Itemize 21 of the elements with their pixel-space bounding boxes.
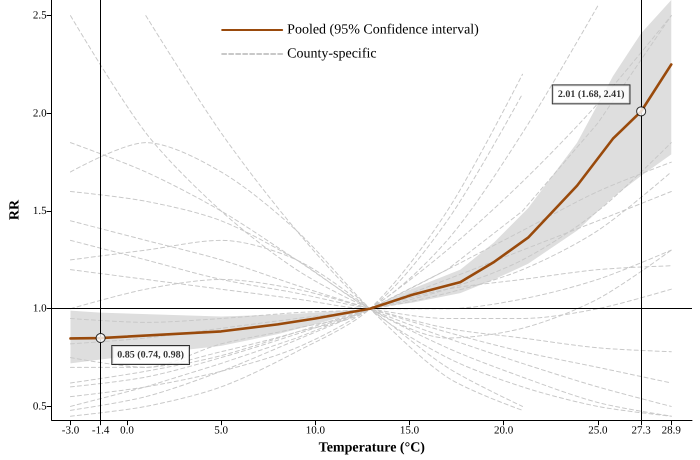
x-tick-label: 5.0 xyxy=(214,424,229,437)
y-tick-label: 1.5 xyxy=(32,205,48,218)
x-tick-label: 25.0 xyxy=(588,424,608,437)
x-tick-label: 10.0 xyxy=(306,424,326,437)
legend-label: County-specific xyxy=(287,46,377,62)
x-tick-label: 15.0 xyxy=(400,424,420,437)
y-tick-label: 0.5 xyxy=(32,400,48,412)
y-tick-label: 2.0 xyxy=(32,107,48,120)
x-tick-label: 27.3 xyxy=(632,424,652,437)
x-tick-label: -3.0 xyxy=(62,424,80,437)
x-tick-label: 28.9 xyxy=(662,424,682,437)
y-axis-title: RR xyxy=(8,199,22,220)
annotation: 0.85 (0.74, 0.98) xyxy=(117,350,184,361)
x-tick-label: 0.0 xyxy=(120,424,134,437)
y-tick-label: 2.5 xyxy=(32,10,48,22)
annotation: 2.01 (1.68, 2.41) xyxy=(558,88,624,100)
x-tick-label: -1.4 xyxy=(92,424,110,437)
x-axis-title: Temperature (°C) xyxy=(318,440,426,456)
legend-label: Pooled (95% Confidence interval) xyxy=(287,22,480,38)
x-tick-label: 20.0 xyxy=(494,424,514,437)
y-tick-label: 1.0 xyxy=(32,302,48,315)
